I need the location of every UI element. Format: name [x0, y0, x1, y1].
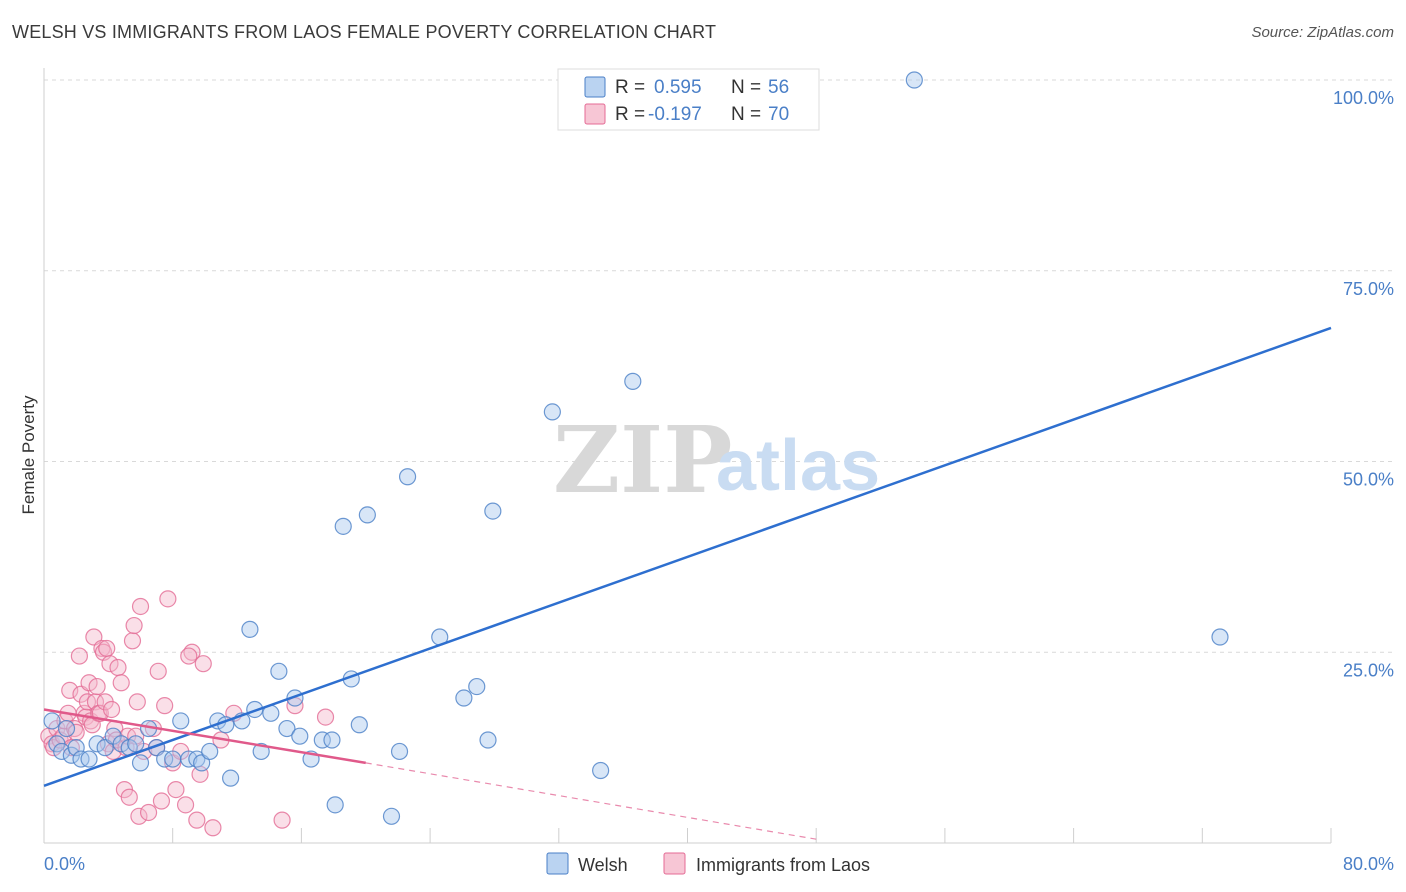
x-tick-label-max: 80.0% [1343, 854, 1394, 874]
laos-point [188, 811, 206, 829]
laos-point [131, 597, 150, 616]
x-axis-ticks [43, 828, 1332, 843]
welsh-point [1211, 628, 1229, 646]
laos-point [273, 811, 291, 829]
welsh-point [468, 677, 486, 696]
welsh-point [455, 689, 473, 707]
welsh-point [398, 468, 417, 486]
welsh-trend-line [43, 326, 1332, 787]
legend-n-label-laos: N = [731, 104, 761, 125]
welsh-point [164, 750, 182, 768]
y-tick-label: 50.0% [1343, 470, 1394, 490]
trend-lines [43, 326, 1332, 840]
laos-point [128, 693, 146, 711]
bottom-legend-label-laos: Immigrants from Laos [696, 855, 870, 875]
laos-points [40, 590, 335, 837]
laos-point [125, 616, 143, 635]
welsh-point [543, 403, 561, 421]
laos-point [120, 788, 138, 806]
laos-point [67, 723, 85, 741]
welsh-point [592, 761, 610, 780]
laos-point [180, 647, 198, 665]
source-label: Source: ZipAtlas.com [1251, 24, 1394, 41]
bottom-legend-swatch-welsh [546, 852, 569, 875]
legend-r-label-welsh: R = [615, 77, 645, 98]
laos-point [149, 662, 167, 680]
welsh-point [484, 502, 502, 520]
welsh-point [43, 712, 61, 730]
laos-point [61, 681, 79, 700]
laos-point [204, 819, 222, 837]
laos-point [159, 590, 177, 608]
legend-n-value-laos: 70 [768, 104, 789, 125]
welsh-point [382, 807, 401, 825]
laos-point [123, 632, 142, 650]
y-tick-labels: 25.0% 50.0% 75.0% 100.0% [1333, 88, 1394, 680]
welsh-point [313, 731, 331, 749]
bottom-legend-swatch-laos [663, 852, 686, 875]
welsh-point [112, 735, 130, 753]
laos-trend-line [43, 708, 366, 765]
legend-swatch-laos [584, 103, 606, 125]
welsh-point [350, 716, 368, 734]
laos-point [112, 674, 130, 692]
legend-r-value-welsh: 0.595 [654, 77, 702, 98]
bottom-legend-label-welsh: Welsh [578, 855, 628, 875]
laos-point [194, 655, 212, 673]
welsh-point [80, 750, 98, 768]
legend-r-value-laos: -0.197 [648, 104, 702, 125]
laos-trend-extension [365, 762, 817, 840]
laos-point [80, 674, 98, 692]
laos-point [316, 708, 335, 726]
welsh-point [390, 742, 409, 761]
welsh-point [326, 796, 344, 814]
laos-point [130, 807, 148, 825]
laos-point [139, 803, 158, 822]
laos-point [102, 700, 121, 719]
welsh-point [57, 719, 76, 738]
welsh-point [222, 769, 240, 787]
x-tick-label-min: 0.0% [44, 854, 85, 874]
welsh-point [131, 754, 150, 772]
laos-point [70, 647, 88, 665]
welsh-point [358, 506, 376, 524]
welsh-point [201, 742, 219, 761]
y-tick-label: 100.0% [1333, 88, 1394, 108]
laos-point [101, 655, 119, 673]
laos-point [109, 658, 127, 677]
welsh-point [270, 662, 288, 680]
welsh-point [334, 517, 352, 535]
legend-r-label-laos: R = [615, 104, 645, 125]
welsh-point [88, 735, 106, 753]
welsh-point [905, 71, 923, 89]
laos-point [176, 796, 195, 814]
legend-n-label-welsh: N = [731, 77, 761, 98]
y-tick-label: 75.0% [1343, 279, 1394, 299]
bottom-legend: Welsh Immigrants from Laos [546, 852, 870, 875]
laos-point [152, 792, 171, 810]
welsh-point [241, 620, 259, 638]
welsh-point [624, 372, 642, 390]
gridlines [44, 79, 1394, 653]
chart-title: WELSH VS IMMIGRANTS FROM LAOS FEMALE POV… [12, 22, 717, 42]
welsh-point [278, 719, 296, 738]
watermark-zip: ZIP [553, 406, 732, 514]
laos-point [156, 697, 174, 715]
y-axis-label: Female Poverty [19, 395, 38, 515]
welsh-point [323, 731, 341, 749]
laos-point [167, 780, 185, 799]
welsh-point [479, 731, 497, 749]
laos-point [88, 677, 106, 696]
laos-point [98, 639, 116, 658]
watermark-atlas: atlas [716, 426, 880, 506]
legend-swatch-welsh [584, 76, 606, 98]
welsh-point [172, 712, 190, 730]
legend-n-value-welsh: 56 [768, 77, 789, 98]
welsh-point [291, 727, 309, 745]
y-tick-label: 25.0% [1343, 660, 1394, 680]
welsh-point [127, 735, 145, 753]
legend: R = 0.595 N = 56 R = -0.197 N = 70 [557, 68, 820, 131]
